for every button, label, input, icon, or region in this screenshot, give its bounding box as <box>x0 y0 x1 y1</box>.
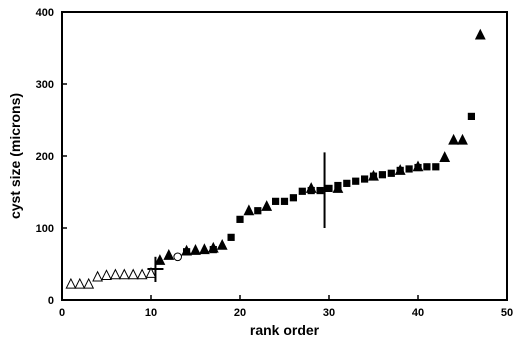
filled-square-point <box>316 186 324 195</box>
x-tick-label: 20 <box>234 307 246 319</box>
x-axis-title: rank order <box>250 322 320 338</box>
plot-frame <box>61 11 508 301</box>
filled-square-point <box>272 197 280 205</box>
filled-square-point <box>183 248 191 256</box>
filled-square-point <box>423 163 431 171</box>
open-triangle-point <box>83 277 95 289</box>
filled-triangle-point <box>190 244 201 255</box>
filled-square-point <box>334 181 342 190</box>
open-circle-point <box>173 252 182 262</box>
open-triangle-point <box>145 267 157 278</box>
filled-triangle-point <box>243 204 255 216</box>
filled-square-point <box>361 175 369 183</box>
filled-square-point <box>289 194 297 202</box>
filled-square-point <box>343 179 351 187</box>
x-tick-label: 50 <box>501 307 513 319</box>
filled-triangle-point <box>457 133 468 145</box>
open-triangle-point <box>65 277 77 289</box>
filled-triangle-point <box>474 28 486 40</box>
open-triangle-point <box>118 268 130 280</box>
filled-triangle-point <box>154 254 166 265</box>
filled-triangle-point <box>439 151 451 162</box>
y-tick-label: 100 <box>36 223 54 235</box>
filled-square-point <box>432 163 440 171</box>
filled-triangle-point <box>261 200 273 211</box>
filled-square-point <box>396 166 404 174</box>
filled-square-point <box>254 207 262 215</box>
filled-square-point <box>414 163 422 172</box>
open-triangle-point <box>136 268 148 280</box>
x-tick-label: 10 <box>145 307 157 319</box>
filled-triangle-point <box>448 133 460 145</box>
filled-square-point <box>236 215 244 223</box>
filled-square-point <box>325 184 333 192</box>
open-triangle-point <box>127 268 139 280</box>
x-tick-label: 0 <box>59 307 65 319</box>
y-axis-title: cyst size (microns) <box>7 93 23 219</box>
filled-square-point <box>298 187 306 195</box>
filled-square-point <box>227 233 235 241</box>
filled-square-point <box>352 177 360 185</box>
filled-square-point <box>307 186 315 195</box>
y-tick-label: 400 <box>36 7 54 19</box>
open-triangle-point <box>101 269 112 281</box>
plot-area: 0 10 20 30 40 50 0 100 200 300 400 rank order cyst s… <box>7 7 513 338</box>
filled-square-point <box>467 112 475 120</box>
filled-square-point <box>378 171 386 179</box>
filled-triangle-point <box>198 243 210 255</box>
filled-square-point <box>369 172 378 180</box>
x-tick-label: 40 <box>412 307 424 319</box>
open-triangle-point <box>109 268 121 280</box>
y-tick-label: 300 <box>36 79 54 91</box>
y-tick-label: 200 <box>36 151 54 163</box>
x-tick-label: 30 <box>323 307 335 319</box>
filled-square-point <box>405 165 413 173</box>
y-tick-label: 0 <box>48 295 54 307</box>
filled-square-point <box>209 246 217 254</box>
filled-triangle-point <box>163 249 175 260</box>
filled-triangle-point <box>216 238 228 250</box>
filled-square-point <box>387 169 395 177</box>
filled-square-point <box>280 197 289 205</box>
open-triangle-point <box>74 277 86 289</box>
open-triangle-point <box>92 270 104 282</box>
